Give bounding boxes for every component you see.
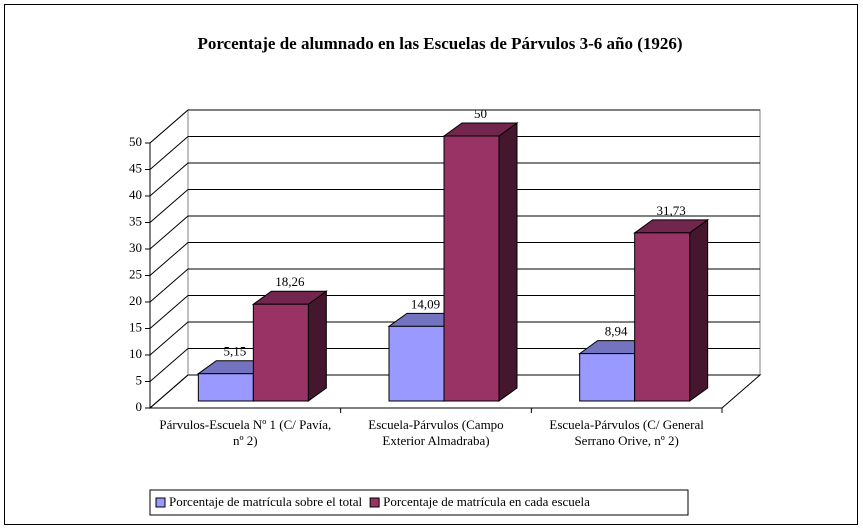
grid-line (149, 242, 760, 276)
bar-side (307, 290, 327, 402)
grid-line (149, 215, 760, 250)
x-tick-label: Párvulos-Escuela Nº 1 (C/ Pavía, nº 2) (159, 417, 332, 448)
bar-front (443, 135, 500, 402)
y-tick-label: 0 (136, 399, 143, 414)
bar (633, 218, 710, 402)
data-label: 5,15 (223, 344, 246, 359)
y-tick-label: 25 (129, 266, 142, 281)
bar-side (498, 122, 518, 402)
y-tick-label: 35 (129, 213, 142, 228)
grid-line (149, 136, 760, 170)
grid-line (149, 109, 760, 144)
y-tick-label: 40 (129, 187, 142, 202)
grid-line (149, 162, 760, 197)
bar (442, 122, 519, 402)
bar-front (579, 353, 636, 402)
y-tick-label: 50 (129, 134, 142, 149)
y-tick-label: 45 (129, 160, 142, 175)
x-tick-label: Escuela-Párvulos (C/ General Serrano Ori… (549, 417, 704, 448)
data-label: 8,94 (605, 324, 628, 339)
grid-line (149, 348, 760, 382)
y-tick-label: 30 (129, 240, 142, 255)
data-label: 14,09 (411, 296, 440, 311)
legend-label: Porcentaje de matrícula en cada escuela (383, 494, 590, 509)
legend-box (149, 489, 689, 516)
grid-line (149, 189, 760, 223)
y-tick-label: 20 (129, 293, 142, 308)
chart-title: Porcentaje de alumnado en las Escuelas d… (197, 34, 682, 53)
x-tick-label: Escuela-Párvulos (Campo Exterior Almadra… (368, 417, 504, 448)
legend-swatch (369, 497, 380, 508)
legend-label: Porcentaje de matrícula sobre el total (169, 494, 363, 509)
data-label: 31,73 (657, 203, 686, 218)
bar-front (197, 373, 254, 402)
legend-swatch (155, 497, 166, 508)
grid-line (149, 268, 760, 303)
y-tick-label: 5 (136, 372, 143, 387)
data-label: 50 (474, 106, 487, 121)
bar-front (252, 303, 309, 402)
grid-line (149, 295, 760, 329)
bar-front (634, 232, 691, 402)
bar (251, 290, 328, 402)
grid-line (149, 321, 760, 356)
y-tick-label: 10 (129, 346, 142, 361)
bar-front (388, 325, 445, 402)
data-label: 18,26 (275, 274, 305, 289)
bar-side (689, 218, 709, 402)
y-tick-label: 15 (129, 319, 142, 334)
grid-line (149, 374, 760, 409)
